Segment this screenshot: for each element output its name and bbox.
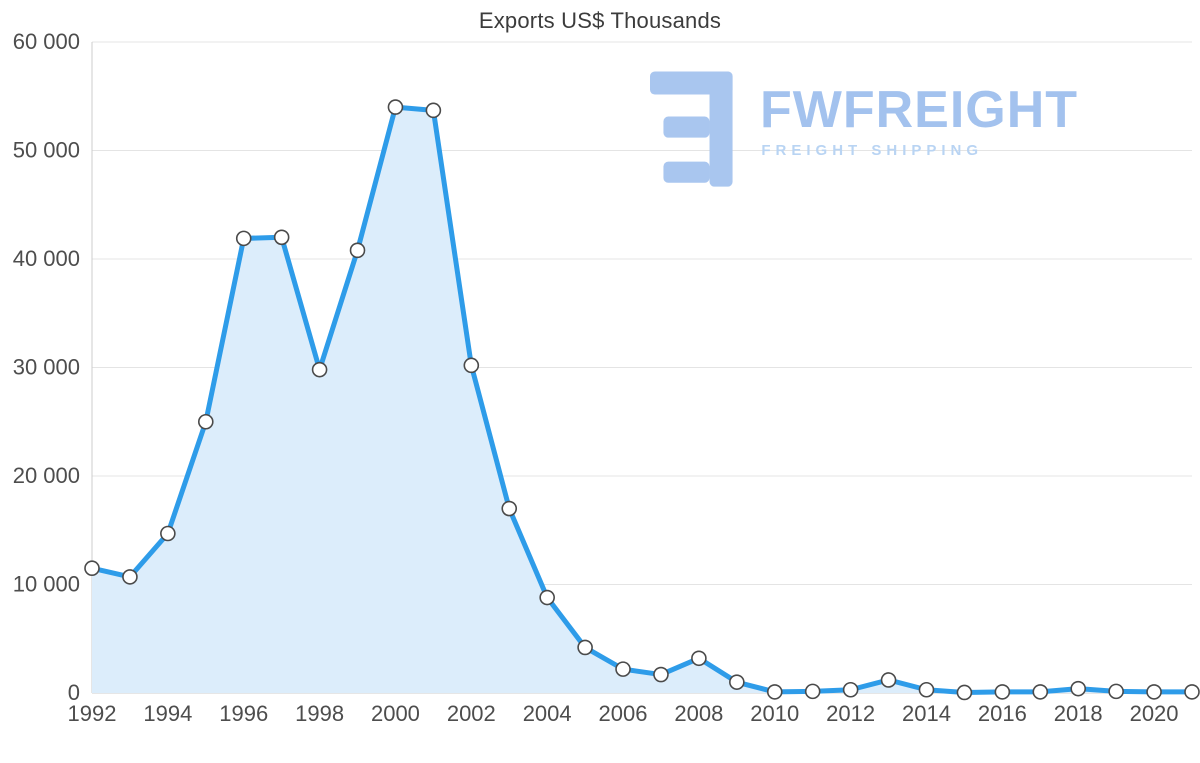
x-axis-label: 1996 (219, 701, 268, 726)
data-point[interactable] (804, 683, 821, 700)
data-point[interactable] (956, 684, 973, 701)
y-axis-label: 40 000 (13, 246, 80, 271)
data-point[interactable] (387, 99, 404, 115)
x-axis-label: 2012 (826, 701, 875, 726)
data-point[interactable] (539, 589, 555, 606)
x-axis-label: 2000 (371, 701, 420, 726)
data-point[interactable] (311, 361, 328, 378)
data-point[interactable] (1184, 684, 1200, 700)
x-axis-label: 2006 (599, 701, 648, 726)
data-point[interactable] (463, 357, 480, 374)
x-axis-label: 2008 (674, 701, 723, 726)
data-point[interactable] (577, 639, 593, 656)
x-axis-label: 1998 (295, 701, 344, 726)
x-axis-label: 2020 (1130, 701, 1179, 726)
y-axis-label: 50 000 (13, 138, 80, 163)
data-point[interactable] (122, 569, 138, 585)
y-axis-label: 10 000 (13, 572, 80, 597)
data-point[interactable] (653, 666, 669, 683)
x-axis-label: 2018 (1054, 701, 1103, 726)
data-point[interactable] (501, 500, 518, 517)
y-axis-label: 0 (68, 680, 80, 705)
x-axis-label: 2016 (978, 701, 1027, 726)
data-point[interactable] (615, 661, 631, 677)
data-point[interactable] (1070, 680, 1087, 697)
data-point[interactable] (160, 525, 176, 542)
data-point[interactable] (273, 229, 290, 246)
x-axis-label: 1992 (68, 701, 117, 726)
data-point[interactable] (729, 674, 745, 690)
data-point[interactable] (84, 560, 100, 577)
data-point[interactable] (1108, 683, 1124, 700)
data-point[interactable] (1146, 684, 1162, 700)
y-axis-label: 30 000 (13, 355, 80, 380)
data-point[interactable] (235, 230, 252, 247)
data-point[interactable] (918, 681, 935, 698)
data-point[interactable] (349, 242, 366, 259)
data-point[interactable] (994, 684, 1011, 700)
y-axis-label: 60 000 (13, 29, 80, 54)
data-point[interactable] (425, 102, 442, 119)
data-point[interactable] (691, 650, 707, 667)
data-point[interactable] (197, 413, 214, 430)
data-point[interactable] (1032, 684, 1049, 700)
data-point[interactable] (842, 681, 859, 698)
x-axis-label: 2010 (750, 701, 799, 726)
x-axis-label: 2004 (523, 701, 572, 726)
data-point[interactable] (766, 684, 783, 700)
chart-title: Exports US$ Thousands (478, 8, 722, 33)
x-axis-label: 1994 (143, 701, 192, 726)
area-fill (92, 107, 1192, 694)
y-axis-label: 20 000 (13, 463, 80, 488)
data-point[interactable] (880, 672, 897, 688)
x-axis-label: 2002 (447, 701, 496, 726)
x-axis-label: 2014 (902, 701, 951, 726)
